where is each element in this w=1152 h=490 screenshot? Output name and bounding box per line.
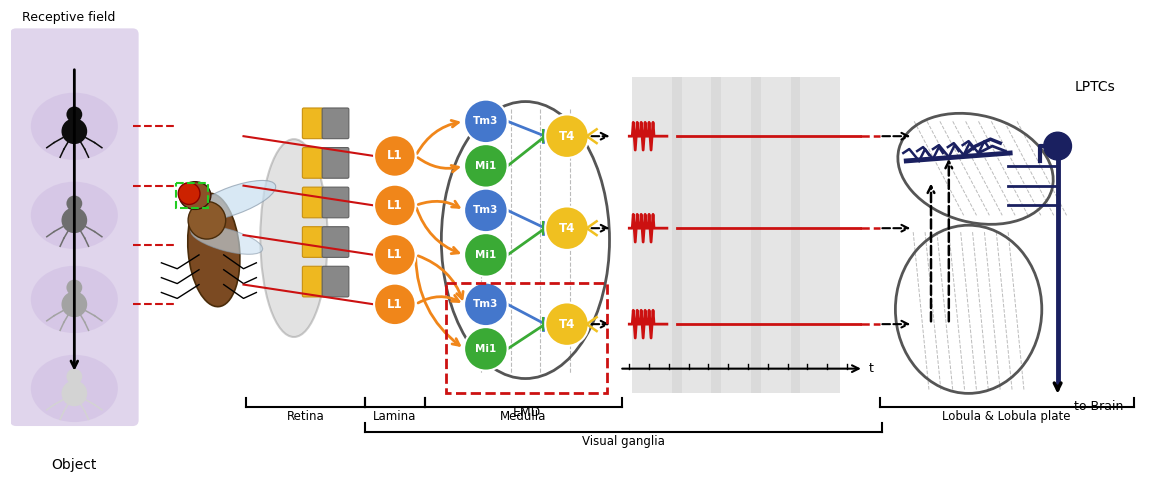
Ellipse shape xyxy=(31,266,118,333)
Text: Lamina: Lamina xyxy=(373,410,417,423)
Bar xyxy=(790,77,840,393)
Ellipse shape xyxy=(191,180,275,220)
Bar xyxy=(632,77,682,393)
Text: Tm3: Tm3 xyxy=(473,116,499,126)
Text: Receptive field: Receptive field xyxy=(22,11,115,24)
Text: T4: T4 xyxy=(559,130,575,143)
Text: Mi1: Mi1 xyxy=(476,161,497,171)
FancyBboxPatch shape xyxy=(302,147,323,178)
Text: T4: T4 xyxy=(559,221,575,235)
Circle shape xyxy=(61,207,88,233)
Text: Lobula & Lobula plate: Lobula & Lobula plate xyxy=(942,410,1071,423)
Text: Retina: Retina xyxy=(287,410,325,423)
Circle shape xyxy=(374,284,416,325)
Ellipse shape xyxy=(31,182,118,249)
Text: Tm3: Tm3 xyxy=(473,205,499,216)
Circle shape xyxy=(545,115,589,158)
Circle shape xyxy=(61,119,88,144)
FancyBboxPatch shape xyxy=(323,227,349,257)
Ellipse shape xyxy=(180,182,211,209)
Ellipse shape xyxy=(31,93,118,160)
Text: Visual ganglia: Visual ganglia xyxy=(582,435,665,448)
Circle shape xyxy=(545,206,589,250)
Circle shape xyxy=(1044,132,1071,160)
Bar xyxy=(672,77,721,393)
FancyBboxPatch shape xyxy=(323,266,349,297)
FancyBboxPatch shape xyxy=(323,147,349,178)
Text: EMD: EMD xyxy=(513,406,540,419)
FancyBboxPatch shape xyxy=(323,187,349,218)
FancyBboxPatch shape xyxy=(302,227,323,257)
Text: t: t xyxy=(869,362,873,375)
Circle shape xyxy=(374,185,416,226)
Circle shape xyxy=(464,233,508,277)
Circle shape xyxy=(464,189,508,232)
Circle shape xyxy=(61,292,88,317)
Text: LPTCs: LPTCs xyxy=(1075,80,1115,94)
Text: L1: L1 xyxy=(387,149,403,163)
Text: T4: T4 xyxy=(559,318,575,331)
Ellipse shape xyxy=(188,193,240,307)
FancyBboxPatch shape xyxy=(302,187,323,218)
Bar xyxy=(712,77,760,393)
Circle shape xyxy=(374,135,416,177)
Ellipse shape xyxy=(260,139,327,337)
Circle shape xyxy=(179,183,200,204)
FancyBboxPatch shape xyxy=(323,108,349,139)
Circle shape xyxy=(61,381,88,406)
Circle shape xyxy=(545,302,589,346)
Ellipse shape xyxy=(191,226,263,254)
Text: Tm3: Tm3 xyxy=(473,299,499,309)
Circle shape xyxy=(67,368,82,385)
Text: L1: L1 xyxy=(387,298,403,311)
Text: Mi1: Mi1 xyxy=(476,250,497,260)
Ellipse shape xyxy=(31,355,118,422)
Text: Mi1: Mi1 xyxy=(476,344,497,354)
Text: Medulla: Medulla xyxy=(500,410,547,423)
Circle shape xyxy=(67,106,82,122)
Text: Object: Object xyxy=(52,458,97,472)
FancyBboxPatch shape xyxy=(302,266,323,297)
FancyBboxPatch shape xyxy=(302,108,323,139)
Circle shape xyxy=(374,234,416,276)
Text: L1: L1 xyxy=(387,248,403,261)
Circle shape xyxy=(67,196,82,211)
Circle shape xyxy=(464,144,508,188)
Circle shape xyxy=(67,280,82,295)
Text: to Brain: to Brain xyxy=(1075,400,1124,413)
Circle shape xyxy=(464,99,508,143)
Circle shape xyxy=(464,327,508,370)
Ellipse shape xyxy=(188,201,226,239)
Circle shape xyxy=(464,283,508,326)
Bar xyxy=(751,77,801,393)
Text: L1: L1 xyxy=(387,199,403,212)
FancyBboxPatch shape xyxy=(10,28,138,426)
